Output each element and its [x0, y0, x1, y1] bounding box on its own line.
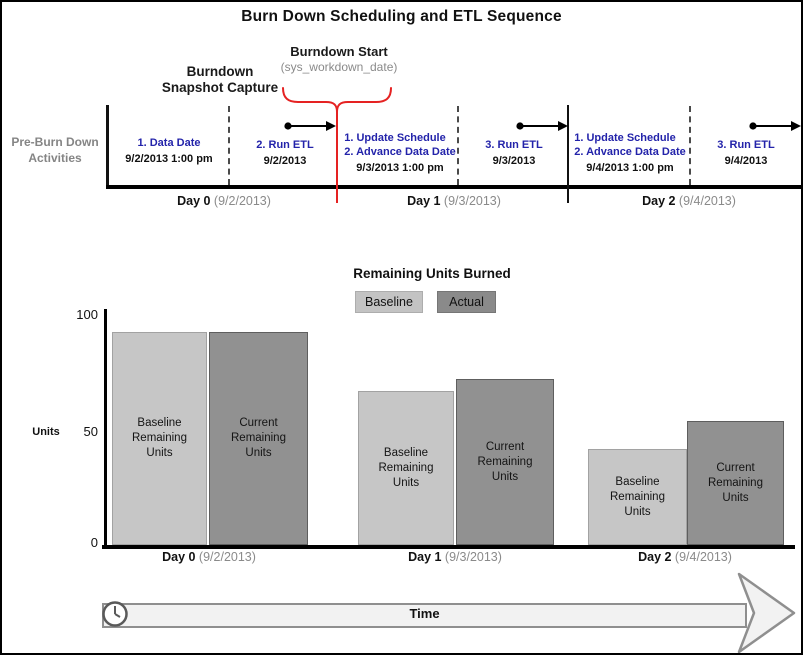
event-line: 2. Run ETL — [256, 139, 314, 151]
timeline-day1-label: Day 1 (9/3/2013) — [407, 194, 501, 208]
event-date: 9/3/2013 — [492, 155, 536, 167]
timeline-day0-label: Day 0 (9/2/2013) — [177, 194, 271, 208]
bar-label: Baseline Remaining Units — [132, 417, 187, 459]
legend-baseline-label: Baseline — [365, 295, 413, 309]
bar-day0-actual: Current Remaining Units — [209, 332, 308, 545]
timeline-day2-label: Day 2 (9/4/2013) — [642, 194, 736, 208]
event-run-etl-day2: 3. Run ETL 9/4/2013 — [693, 135, 799, 168]
y-tick-100: 100 — [76, 307, 98, 322]
event-date: 9/3/2013 1:00 pm — [356, 162, 444, 174]
timeline-axis — [106, 185, 801, 189]
y-axis-title: Units — [32, 426, 60, 438]
chart-day2-label: Day 2 (9/4/2013) — [638, 550, 732, 564]
event-line: 1. Update Schedule — [574, 132, 676, 144]
legend-actual-label: Actual — [449, 295, 484, 309]
run-etl-arrow-icon — [516, 121, 568, 131]
chart-title: Remaining Units Burned — [353, 266, 511, 281]
legend-baseline: Baseline — [355, 291, 423, 313]
chart-day1-label: Day 1 (9/3/2013) — [408, 550, 502, 564]
bar-day1-actual: Current Remaining Units — [456, 379, 554, 545]
red-brace-icon — [282, 87, 392, 113]
x-axis — [102, 545, 795, 549]
time-arrow-body — [102, 603, 747, 628]
bar-day2-actual: Current Remaining Units — [687, 421, 784, 545]
clock-icon — [102, 601, 128, 627]
y-axis — [104, 309, 107, 548]
burndown-start-red-line — [336, 110, 338, 203]
time-label: Time — [409, 606, 440, 621]
event-run-etl-day1: 3. Run ETL 9/3/2013 — [462, 135, 566, 168]
timeline-start-line — [106, 105, 109, 185]
bar-label: Baseline Remaining Units — [610, 475, 665, 518]
run-etl-arrow-icon — [749, 121, 801, 131]
day2-mid-separator — [689, 106, 691, 185]
event-update-schedule-day1: 1. Update Schedule 2. Advance Data Date … — [341, 131, 459, 175]
event-line: 1. Update Schedule — [344, 132, 446, 144]
y-tick-0: 0 — [90, 535, 98, 550]
bar-day2-baseline: Baseline Remaining Units — [588, 449, 687, 545]
day1-mid-separator — [457, 106, 459, 185]
event-data-date: 1. Data Date 9/2/2013 1:00 pm — [110, 133, 228, 166]
event-date: 9/2/2013 1:00 pm — [125, 153, 213, 165]
bar-day1-baseline: Baseline Remaining Units — [358, 391, 454, 545]
legend-actual: Actual — [437, 291, 496, 313]
day1-day2-boundary-line — [567, 105, 569, 203]
bar-label: Current Remaining Units — [477, 440, 533, 483]
event-line: 1. Data Date — [137, 137, 201, 149]
bar-day0-baseline: Baseline Remaining Units — [112, 332, 207, 545]
run-etl-arrow-icon — [284, 121, 336, 131]
burndown-start-callout: Burndown Start (sys_workdown_date) — [249, 44, 429, 74]
chart-day0-label: Day 0 (9/2/2013) — [162, 550, 256, 564]
bar-label: Baseline Remaining Units — [378, 446, 434, 489]
event-update-schedule-day2: 1. Update Schedule 2. Advance Data Date … — [571, 131, 689, 175]
event-date: 9/2/2013 — [263, 155, 307, 167]
event-line: 3. Run ETL — [717, 139, 775, 151]
pre-burn-down-activities-label: Pre-Burn Down Activities — [11, 135, 99, 165]
burndown-start-subtitle: (sys_workdown_date) — [280, 60, 398, 74]
burndown-snapshot-capture-label: Burndown Snapshot Capture — [161, 64, 279, 95]
event-run-etl-day0: 2. Run ETL 9/2/2013 — [233, 135, 337, 168]
event-line: 2. Advance Data Date — [344, 146, 456, 158]
day0-mid-separator — [228, 106, 230, 185]
bar-label: Current Remaining Units — [708, 461, 763, 504]
time-arrow-head-icon — [737, 572, 796, 653]
burndown-start-title: Burndown Start — [290, 44, 388, 59]
bar-label: Current Remaining Units — [231, 417, 286, 459]
y-tick-50: 50 — [83, 424, 98, 439]
event-line: 2. Advance Data Date — [574, 146, 686, 158]
event-date: 9/4/2013 — [724, 155, 768, 167]
event-date: 9/4/2013 1:00 pm — [586, 162, 674, 174]
page-title: Burn Down Scheduling and ETL Sequence — [241, 8, 562, 25]
event-line: 3. Run ETL — [485, 139, 543, 151]
